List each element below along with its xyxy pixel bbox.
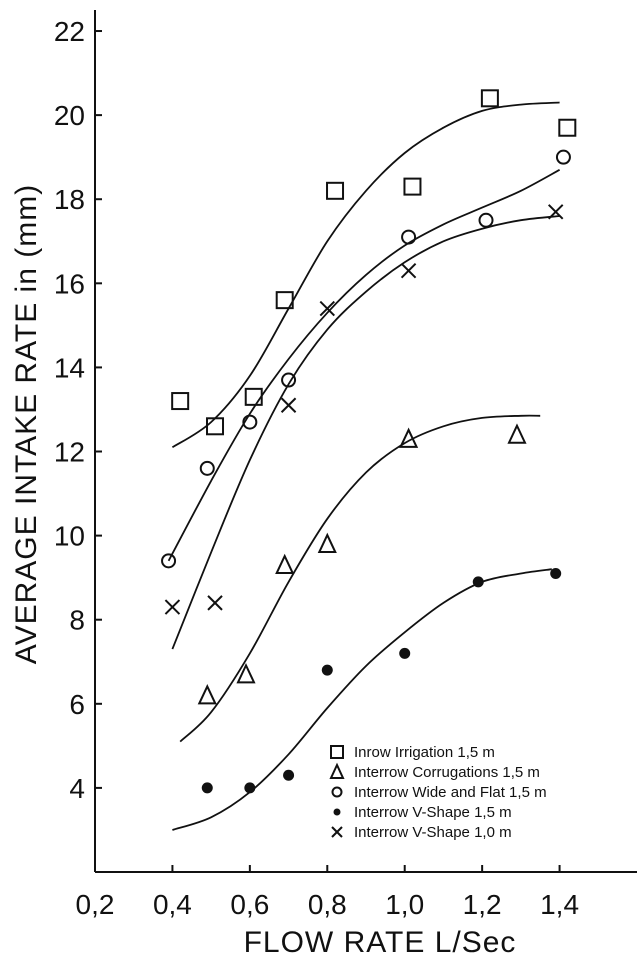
point-interrow-wide-flat: [199, 460, 215, 476]
point-interrow-v-shape-10: [280, 397, 297, 413]
legend-marker: [329, 762, 345, 779]
point-interrow-v-shape-10: [400, 262, 417, 279]
point-interrow-v-shape-10: [207, 595, 223, 611]
point-interrow-v-shape-15: [201, 782, 213, 794]
curve-interrow-wide-flat: [167, 169, 561, 562]
y-axis-title: AVERAGE INTAKE RATE in (mm): [10, 184, 43, 664]
point-inrow-irrigation: [206, 417, 225, 436]
point-interrow-v-shape-15: [321, 664, 333, 676]
legend-marker: [331, 826, 343, 838]
point-interrow-wide-flat: [242, 414, 258, 430]
point-inrow-irrigation: [480, 89, 499, 108]
point-interrow-corrugations: [507, 423, 527, 444]
legend-label: Interrow V-Shape 1,5 m: [354, 804, 512, 821]
y-tick-label: 22: [54, 16, 85, 47]
point-interrow-wide-flat: [555, 149, 571, 165]
data-markers: [161, 89, 577, 794]
legend-marker: [333, 808, 341, 816]
point-interrow-corrugations: [399, 427, 419, 448]
y-tick-label: 6: [69, 689, 85, 720]
y-tick-label: 20: [54, 100, 85, 131]
point-interrow-v-shape-15: [244, 782, 256, 794]
x-tick-label: 0,2: [76, 889, 115, 920]
x-tick-label: 0,4: [153, 889, 192, 920]
x-tick-label: 1,4: [540, 889, 579, 920]
point-interrow-wide-flat: [401, 229, 417, 245]
x-tick-label: 0,6: [230, 889, 269, 920]
point-interrow-v-shape-10: [319, 300, 335, 317]
curve-interrow-v-shape-15: [172, 568, 552, 831]
curve-inrow-irrigation: [171, 101, 560, 449]
y-tick-label: 16: [54, 268, 85, 299]
point-interrow-v-shape-15: [399, 647, 411, 659]
x-tick-label: 1,2: [463, 889, 502, 920]
curve-interrow-corrugations: [179, 414, 541, 743]
y-tick-label: 18: [54, 184, 85, 215]
point-inrow-irrigation: [171, 392, 190, 411]
legend: Inrow Irrigation 1,5 m Interrow Corrugati…: [329, 744, 547, 841]
curve-interrow-v-shape-10: [171, 215, 560, 650]
x-tick-label: 1,0: [385, 889, 424, 920]
point-inrow-irrigation: [275, 291, 294, 310]
point-interrow-v-shape-15: [550, 567, 562, 579]
point-interrow-wide-flat: [478, 212, 494, 228]
axes: 0,2 0,4 0,6 0,8 1,0 1,2 1,4 4 6 8 10 12 14 16 18 20 22: [54, 10, 637, 920]
legend-marker: [330, 745, 344, 759]
y-tick-label: 4: [69, 773, 85, 804]
x-axis-title: FLOW RATE L/Sec: [244, 926, 517, 959]
point-interrow-wide-flat: [161, 553, 177, 569]
legend-label: Interrow Corrugations 1,5 m: [354, 764, 540, 781]
point-interrow-v-shape-10: [164, 599, 181, 615]
point-interrow-v-shape-10: [547, 204, 564, 220]
point-interrow-v-shape-15: [472, 576, 484, 588]
legend-label: Interrow Wide and Flat 1,5 m: [354, 784, 547, 801]
point-interrow-wide-flat: [281, 372, 297, 388]
point-interrow-corrugations: [197, 684, 217, 705]
point-interrow-v-shape-15: [283, 769, 295, 781]
point-inrow-irrigation: [558, 118, 577, 137]
fitted-curves: [167, 101, 561, 831]
y-tick-label: 14: [54, 352, 85, 383]
y-tick-label: 12: [54, 437, 85, 468]
legend-marker: [331, 786, 343, 798]
point-inrow-irrigation: [244, 387, 263, 406]
x-tick-label: 0,8: [308, 889, 347, 920]
point-inrow-irrigation: [403, 177, 422, 196]
legend-label: Interrow V-Shape 1,0 m: [354, 824, 512, 841]
point-interrow-corrugations: [236, 663, 256, 684]
y-tick-label: 10: [54, 521, 85, 552]
point-inrow-irrigation: [326, 181, 345, 200]
legend-label: Inrow Irrigation 1,5 m: [354, 744, 495, 761]
y-tick-label: 8: [69, 605, 85, 636]
point-interrow-corrugations: [275, 553, 295, 575]
point-interrow-corrugations: [317, 532, 337, 554]
